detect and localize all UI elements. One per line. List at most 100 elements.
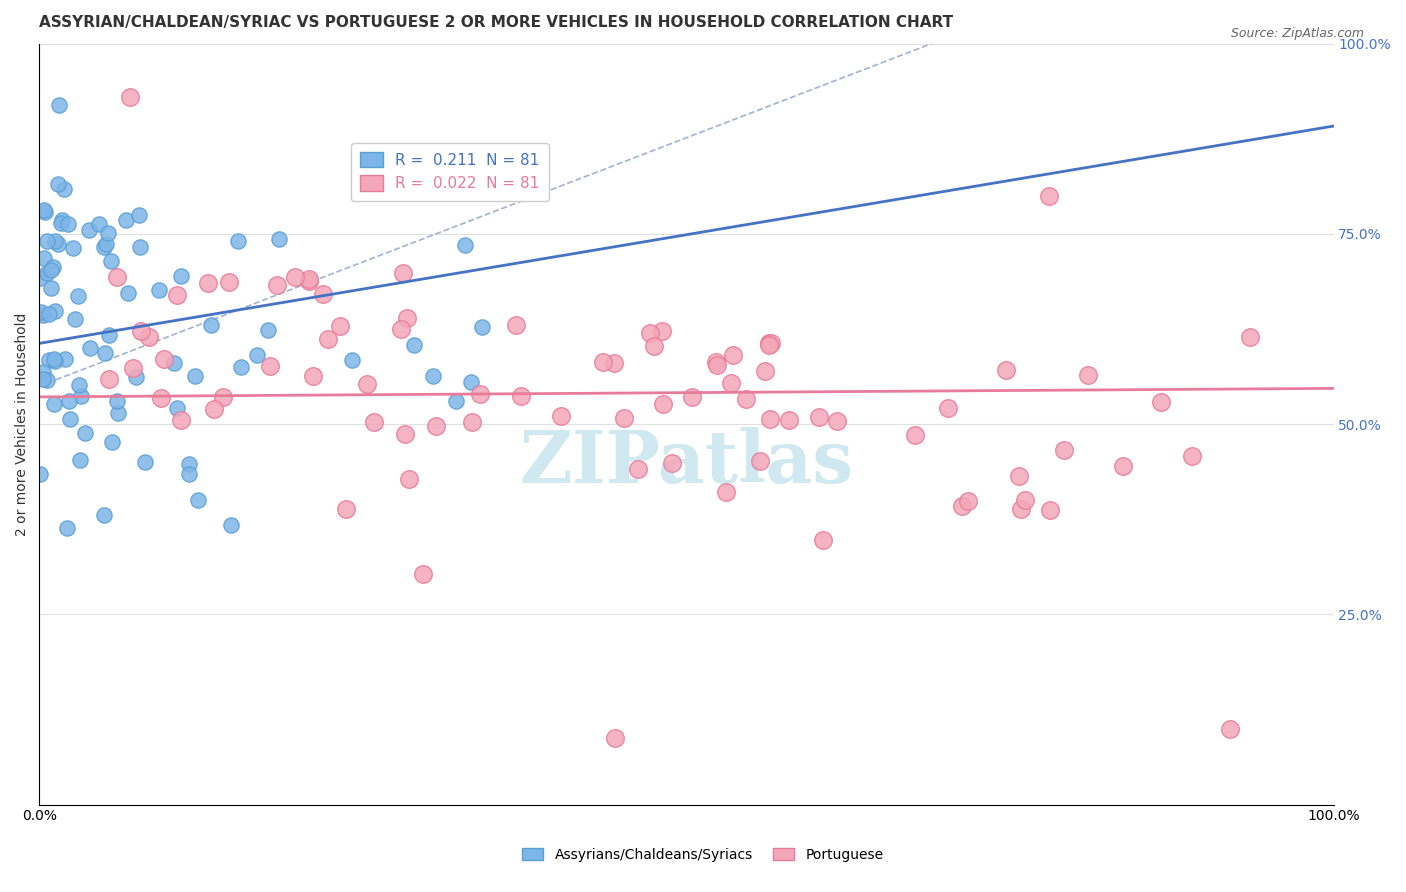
Text: Source: ZipAtlas.com: Source: ZipAtlas.com [1230,27,1364,40]
Point [118,90,141,104]
Point [302,368,325,383]
Point [1008,469,1031,483]
Point [778,413,800,427]
Point [100,254,122,268]
Point [53,351,76,366]
Point [37,266,59,280]
Point [652,396,675,410]
Point [93,508,115,523]
Point [1038,503,1060,517]
Point [35,234,58,248]
Point [603,356,626,370]
Point [284,270,307,285]
Point [35,373,58,387]
Point [471,320,494,334]
Point [392,267,415,281]
Point [187,492,209,507]
Point [129,324,152,338]
Point [49,216,72,230]
Point [721,348,744,362]
Point [149,392,172,406]
Point [30,305,52,319]
Point [422,369,444,384]
Point [759,336,782,351]
Point [754,364,776,378]
Point [32,365,55,379]
Point [42,260,65,274]
Point [956,494,979,508]
Point [613,411,636,425]
Point [643,339,665,353]
Point [46,177,69,191]
Point [651,325,673,339]
Point [510,388,533,402]
Point [94,237,117,252]
Point [505,318,527,333]
Point [758,336,780,351]
Point [706,358,728,372]
Point [59,412,82,426]
Point [105,270,128,285]
Point [825,414,848,428]
Point [1239,330,1261,344]
Point [425,418,447,433]
Point [89,218,111,232]
Point [1150,394,1173,409]
Point [39,263,62,277]
Point [454,237,477,252]
Point [389,322,412,336]
Legend: R =  0.211  N = 81, R =  0.022  N = 81: R = 0.211 N = 81, R = 0.022 N = 81 [350,143,548,201]
Point [356,376,378,391]
Point [714,485,737,500]
Point [950,499,973,513]
Point [98,328,121,343]
Text: ZIPatlas: ZIPatlas [519,426,853,498]
Point [1181,450,1204,464]
Point [66,289,89,303]
Point [259,359,281,373]
Point [32,372,55,386]
Point [170,268,193,283]
Point [44,303,66,318]
Point [720,376,742,390]
Point [69,453,91,467]
Point [550,409,572,424]
Point [166,287,188,301]
Point [38,352,60,367]
Point [115,213,138,227]
Point [170,413,193,427]
Point [107,405,129,419]
Point [184,368,207,383]
Point [412,567,434,582]
Point [226,234,249,248]
Point [316,332,339,346]
Point [246,348,269,362]
Point [229,359,252,374]
Point [58,394,80,409]
Point [340,352,363,367]
Point [335,502,357,516]
Point [44,354,66,368]
Point [179,457,201,471]
Point [626,461,648,475]
Point [1112,458,1135,473]
Point [298,272,321,286]
Point [460,375,482,389]
Point [197,276,219,290]
Point [904,428,927,442]
Point [94,346,117,360]
Point [468,387,491,401]
Point [134,455,156,469]
Point [200,318,222,333]
Point [48,236,70,251]
Point [62,241,84,255]
Point [166,401,188,415]
Point [105,394,128,409]
Point [363,415,385,429]
Point [53,182,76,196]
Point [995,363,1018,377]
Point [128,208,150,222]
Point [148,284,170,298]
Point [153,351,176,366]
Legend: Assyrians/Chaldeans/Syriacs, Portuguese: Assyrians/Chaldeans/Syriacs, Portuguese [517,842,889,867]
